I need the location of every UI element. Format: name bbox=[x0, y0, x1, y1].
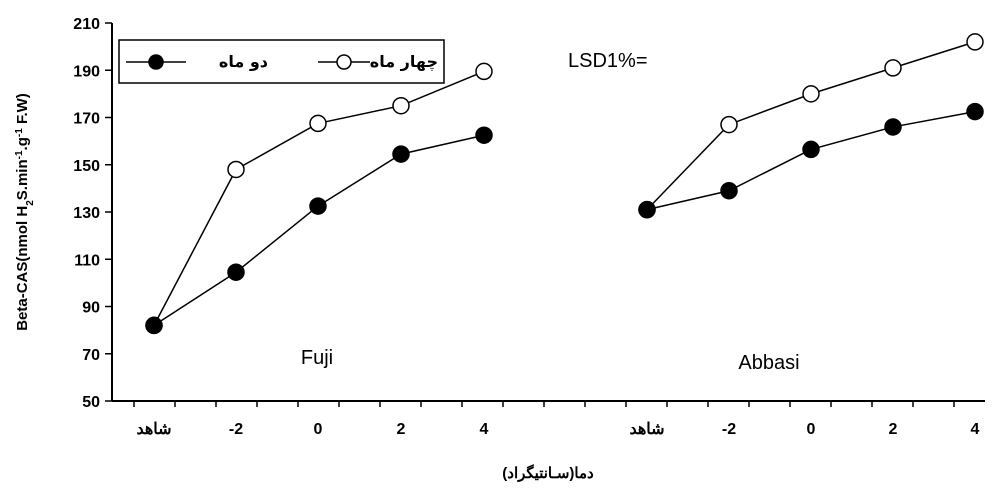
legend-label-two-month: دو ماه bbox=[219, 52, 268, 71]
panel-label-abbasi: Abbasi bbox=[738, 352, 799, 374]
x-tick-label: 4 bbox=[480, 421, 489, 438]
x-tick-label: شاهد bbox=[136, 421, 171, 438]
y-axis-title-sub: 2 bbox=[25, 200, 36, 206]
y-axis-title: Beta-CAS(nmol H2S.min-1.g-1 F.W) bbox=[14, 93, 36, 331]
data-point-two-month-abbasi bbox=[638, 200, 656, 219]
lsd-annotation: LSD1%= bbox=[568, 50, 648, 72]
y-tick-label: 170 bbox=[73, 111, 100, 128]
data-point-four-month-fuji bbox=[392, 96, 410, 115]
x-axis-title: دما(سـانتیگراد) bbox=[502, 464, 594, 482]
data-point-two-month-abbasi bbox=[802, 140, 820, 159]
x-axis-ticks: شاهد -2 0 2 4 شاهد -2 0 2 4 bbox=[133, 401, 980, 438]
y-tick-label: 130 bbox=[73, 205, 100, 222]
data-point-four-month-abbasi bbox=[966, 33, 984, 51]
y-tick-label: 90 bbox=[82, 300, 100, 317]
data-point-four-month-fuji bbox=[475, 62, 493, 81]
x-tick-label: 2 bbox=[889, 421, 898, 438]
data-point-two-month-fuji bbox=[145, 316, 163, 335]
legend: چهار ماه دو ماه bbox=[118, 39, 445, 84]
y-tick-label: 50 bbox=[82, 394, 100, 411]
y-axis-title-part2: S.min bbox=[14, 159, 31, 200]
y-axis-title-part4: F.W) bbox=[14, 93, 31, 128]
data-point-two-month-fuji bbox=[227, 263, 245, 281]
x-tick-label: 4 bbox=[971, 421, 980, 438]
y-tick-label: 110 bbox=[74, 252, 100, 269]
y-tick-label: 150 bbox=[73, 158, 100, 175]
data-point-two-month-abbasi bbox=[720, 181, 738, 200]
series-layer bbox=[145, 33, 984, 335]
panel-label-fuji: Fuji bbox=[301, 347, 333, 369]
data-point-four-month-abbasi bbox=[884, 59, 902, 77]
series-line-four-month-abbasi bbox=[646, 41, 976, 211]
x-tick-label: -2 bbox=[722, 421, 736, 438]
data-point-four-month-fuji bbox=[227, 160, 245, 179]
data-point-two-month-fuji bbox=[392, 145, 410, 163]
y-axis-ticks: 50 70 90 110 130 150 170 190 210 bbox=[73, 16, 112, 411]
data-point-two-month-fuji bbox=[475, 126, 493, 144]
x-tick-label: -2 bbox=[229, 421, 243, 438]
data-point-four-month-abbasi bbox=[720, 115, 738, 134]
legend-label-four-month: چهار ماه bbox=[370, 52, 438, 72]
y-axis-title-sup2: -1 bbox=[14, 128, 25, 137]
data-point-two-month-abbasi bbox=[966, 102, 984, 121]
y-axis-title-sup1: -1 bbox=[14, 150, 25, 159]
x-tick-label: 2 bbox=[397, 421, 406, 438]
data-point-four-month-abbasi bbox=[802, 85, 820, 103]
y-axis-title-part3: .g bbox=[14, 137, 31, 150]
data-point-two-month-fuji bbox=[309, 197, 327, 215]
y-axis-title-part1: Beta-CAS(nmol H bbox=[14, 206, 31, 331]
legend-marker-open-circle bbox=[336, 54, 352, 70]
data-point-four-month-fuji bbox=[309, 114, 327, 133]
legend-marker-filled-circle bbox=[148, 54, 164, 70]
data-point-two-month-abbasi bbox=[884, 118, 902, 136]
y-tick-label: 190 bbox=[73, 63, 100, 80]
x-tick-label: 0 bbox=[314, 421, 323, 438]
y-tick-label: 70 bbox=[82, 347, 100, 364]
x-tick-label: 0 bbox=[807, 421, 816, 438]
series-line-two-month-abbasi bbox=[646, 110, 976, 211]
x-tick-label: شاهد bbox=[629, 421, 664, 438]
y-tick-label: 210 bbox=[73, 16, 100, 33]
